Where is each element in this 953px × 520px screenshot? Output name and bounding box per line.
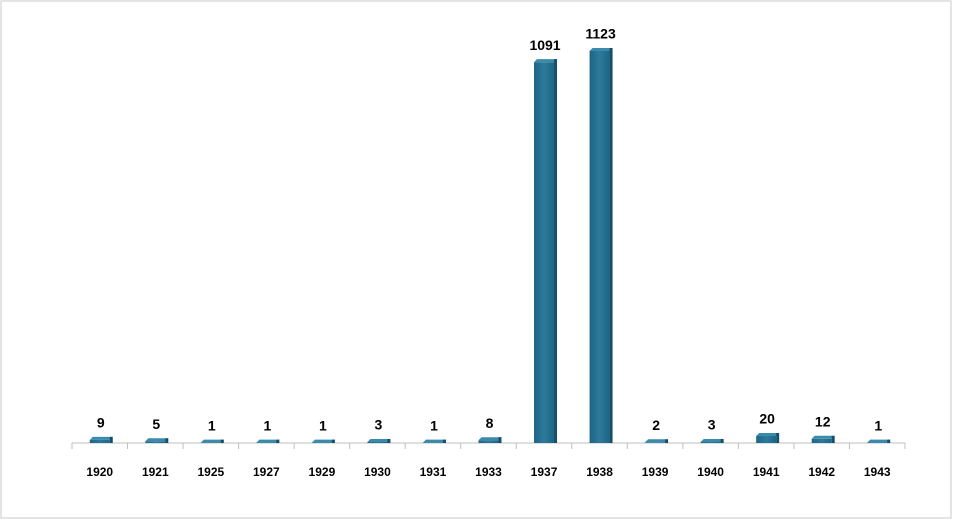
bar xyxy=(534,62,555,444)
data-label: 8 xyxy=(486,415,494,431)
bar-side xyxy=(331,439,335,443)
bar-side xyxy=(109,436,113,443)
bar-side xyxy=(442,439,446,443)
bar-top xyxy=(145,438,169,442)
x-tick-label: 1930 xyxy=(364,465,391,479)
data-label: 5 xyxy=(152,416,160,432)
x-tick-label: 1927 xyxy=(253,465,280,479)
x-tick-label: 1940 xyxy=(697,465,724,479)
bar-side xyxy=(498,437,502,443)
data-label: 1 xyxy=(430,417,438,433)
data-label: 1 xyxy=(319,417,327,433)
bar-side xyxy=(887,439,891,443)
bar-side xyxy=(220,439,224,443)
bar xyxy=(367,441,388,443)
x-tick-label: 1938 xyxy=(586,465,613,479)
bar-side xyxy=(554,59,558,444)
x-tick-label: 1921 xyxy=(142,465,169,479)
bar-top xyxy=(645,439,669,443)
bar xyxy=(589,51,610,443)
bar-side xyxy=(387,438,391,443)
x-tick-label: 1937 xyxy=(531,465,558,479)
bar-top xyxy=(867,439,891,443)
data-label: 1123 xyxy=(585,26,616,42)
bar-top xyxy=(756,433,780,437)
bar-side xyxy=(776,433,780,443)
data-label: 3 xyxy=(708,417,716,433)
bar-side xyxy=(665,439,669,443)
x-tick-label: 1925 xyxy=(197,465,224,479)
data-label: 1 xyxy=(208,417,216,433)
bar-top xyxy=(422,439,446,443)
bar xyxy=(756,436,777,443)
bar-top xyxy=(367,438,391,442)
bar xyxy=(89,439,110,443)
x-tick-label: 1939 xyxy=(642,465,669,479)
bar-top xyxy=(478,437,502,441)
bar-side xyxy=(720,438,724,443)
bar-side xyxy=(276,439,280,443)
x-tick-label: 1929 xyxy=(309,465,336,479)
bar-top xyxy=(311,439,335,443)
x-tick-label: 1920 xyxy=(86,465,113,479)
x-tick-label: 1943 xyxy=(864,465,891,479)
x-tick-label: 1941 xyxy=(753,465,780,479)
bar-top xyxy=(700,438,724,442)
bar-top xyxy=(811,435,835,439)
bar-top xyxy=(89,436,113,440)
x-tick-label: 1933 xyxy=(475,465,502,479)
bar xyxy=(645,442,666,443)
x-tick-label: 1942 xyxy=(808,465,835,479)
bar-top xyxy=(589,48,613,51)
x-tick-label: 1931 xyxy=(420,465,447,479)
data-label: 20 xyxy=(759,411,775,427)
bar-side xyxy=(165,438,169,443)
bar-side xyxy=(831,435,835,443)
bar-top xyxy=(256,439,280,443)
data-label: 3 xyxy=(375,417,383,433)
data-label: 12 xyxy=(815,414,831,430)
data-label: 1 xyxy=(263,417,271,433)
bar xyxy=(700,441,721,443)
bar-top xyxy=(534,59,558,63)
data-label: 9 xyxy=(97,415,105,431)
bar-side xyxy=(609,48,613,443)
data-label: 2 xyxy=(652,417,660,433)
bar xyxy=(478,440,499,443)
data-label: 1 xyxy=(874,417,882,433)
bar xyxy=(145,441,166,443)
data-label: 1091 xyxy=(529,37,560,53)
bar xyxy=(811,438,832,443)
bar-top xyxy=(200,439,224,443)
